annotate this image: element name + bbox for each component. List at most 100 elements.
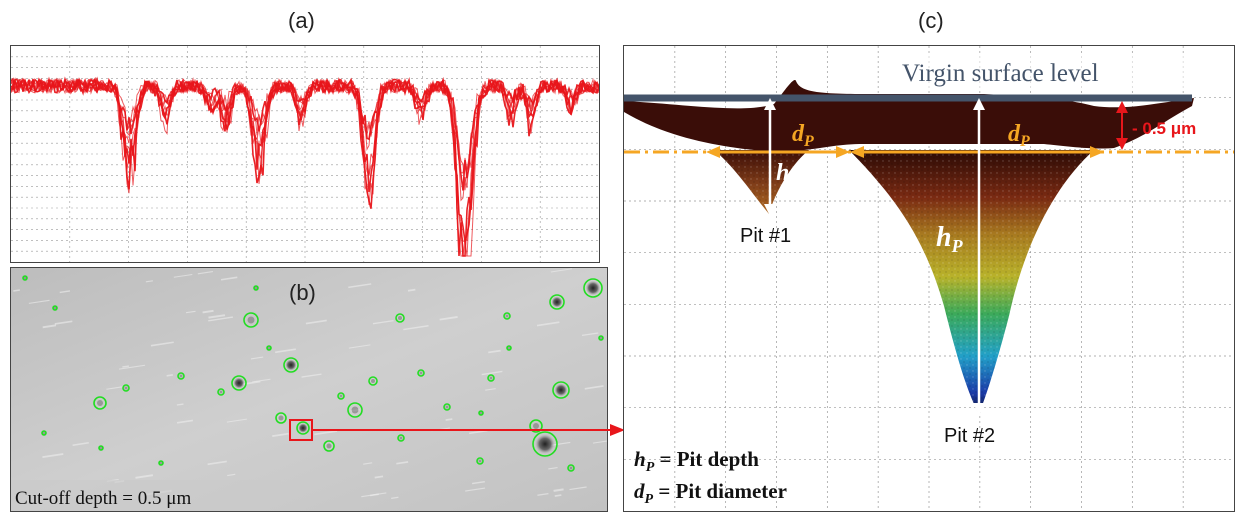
pit-spot (97, 400, 103, 406)
pit-contour (275, 412, 287, 424)
pit-contour (98, 445, 104, 451)
surface-streak (439, 316, 458, 321)
surface-streak (471, 480, 485, 485)
pit-spot (159, 461, 163, 465)
pit-contour (296, 421, 310, 435)
profile-plot-panel (10, 45, 600, 263)
surface-streak (369, 493, 379, 497)
surface-rim (624, 80, 1194, 150)
pit-1-depth-arrow-up (764, 98, 776, 110)
pit-spot (124, 386, 128, 390)
pit-spot (507, 346, 511, 350)
pit-2-depth-arrow-up (973, 98, 985, 110)
pit-contour (177, 372, 185, 380)
pit-contour (529, 419, 543, 433)
pit-contour (253, 285, 259, 291)
pit-spot (533, 423, 539, 429)
virgin-label-backdrop (894, 56, 1224, 90)
surface-streak (569, 486, 587, 491)
pit-spot (219, 390, 223, 394)
surface-streak (42, 324, 57, 329)
surface-streak (227, 473, 236, 477)
pit-contours (22, 275, 604, 472)
surface-streak (403, 325, 429, 331)
pit-dark-spot (233, 377, 245, 389)
panel-label-c: (c) (918, 8, 944, 33)
pit-contour (417, 369, 425, 377)
pit-profile-panel: Virgin surface level - 0.5 μm dP hP Pit … (623, 45, 1235, 512)
pit-dark-spot (585, 280, 601, 296)
pit-spot (351, 406, 359, 414)
pit-contour (397, 434, 405, 442)
surface-streak (54, 320, 73, 325)
cutoff-depth-caption: Cut-off depth = 0.5 μm (15, 488, 191, 509)
surface-streak (305, 319, 327, 325)
pit-spot (53, 306, 57, 310)
surface-streak (372, 319, 394, 325)
pit-contour (323, 440, 335, 452)
surface-streak (553, 488, 564, 492)
surface-streak (226, 418, 247, 423)
pit-contour (506, 345, 512, 351)
surface-streak (176, 403, 184, 406)
surface-streak (208, 314, 226, 319)
pit-2-texture (849, 150, 1094, 414)
pit-dark-spot (285, 359, 297, 371)
pit-1-diameter-arrow-right (836, 146, 850, 158)
pit-2-diameter-arrow-right (1090, 146, 1104, 158)
surface-streak (581, 332, 599, 337)
surface-streak (396, 461, 409, 465)
surface-streak (301, 373, 322, 378)
pit-contour (337, 392, 345, 400)
surface-streak (536, 321, 560, 327)
pit-contour (217, 388, 225, 396)
pit-contour (52, 305, 58, 311)
pit-contour (347, 402, 363, 418)
surface-streak (548, 466, 558, 470)
pit-contour (552, 381, 570, 399)
surface-streak (445, 418, 453, 421)
surface-streak (272, 432, 289, 437)
surface-streak (185, 310, 196, 314)
pit-spot (247, 316, 255, 324)
pit-contour (122, 384, 130, 392)
surface-streak (13, 289, 20, 292)
caption-backdrop (11, 480, 281, 511)
surface-streak (176, 419, 194, 424)
surface-streak (207, 460, 227, 466)
pit-spot (371, 379, 375, 383)
offset-marker-arrow-up (1116, 101, 1128, 113)
surface-streak (208, 316, 234, 322)
profile-trace (11, 77, 599, 191)
panel-label-b: (b) (289, 280, 316, 305)
pit-2-hp-label: hP (936, 222, 964, 256)
pit-contour (22, 275, 28, 281)
surface-streak (135, 474, 154, 479)
pit-1-hp-label: hP (776, 160, 799, 189)
pit-spot (99, 446, 103, 450)
surface-streak (374, 475, 384, 479)
pit-2-label: Pit #2 (944, 425, 995, 447)
pit-spot (278, 415, 284, 421)
pit-spot (569, 466, 573, 470)
micrograph-panel: Cut-off depth = 0.5 μm (b) (10, 267, 608, 512)
pit-contour (598, 335, 604, 341)
pit-1-diameter-arrow-left (706, 146, 720, 158)
profile-plot (11, 46, 599, 262)
pit-contour (158, 460, 164, 466)
pit-contour (503, 312, 511, 320)
pit-1-texture (714, 150, 809, 214)
surface-streak (275, 348, 296, 354)
pit-contour (41, 430, 47, 436)
pit-contour (549, 294, 565, 310)
pit-dark-spot (551, 296, 563, 308)
surface-streak (252, 378, 271, 383)
pit-contour (368, 376, 378, 386)
pit-contour (583, 278, 603, 298)
pit-contour (93, 396, 107, 410)
surface-streak (550, 268, 573, 273)
surface-streak (28, 299, 50, 304)
pit-spot (398, 316, 402, 320)
pit-spot (489, 376, 493, 380)
